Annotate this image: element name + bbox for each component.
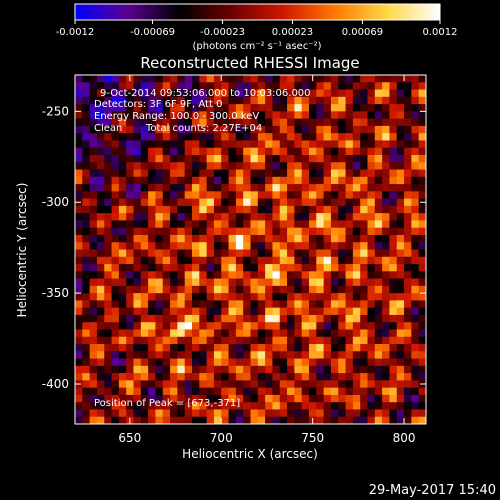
x-tick-label: 750: [301, 431, 324, 445]
y-axis-label: Heliocentric Y (arcsec): [15, 183, 29, 318]
colorbar-tick-label: 0.0012: [423, 27, 458, 38]
colorbar-tick-label: 0.00023: [272, 27, 313, 38]
chart-title: Reconstructed RHESSI Image: [140, 54, 359, 72]
y-tick-label: -400: [42, 377, 69, 391]
x-axis-label: Heliocentric X (arcsec): [182, 447, 318, 461]
annotation-total-counts: Total counts: 2.27E+04: [145, 123, 262, 134]
footer-date: 29-May-2017 15:40: [369, 483, 496, 498]
colorbar-tick-label: 0.00069: [342, 27, 383, 38]
y-axis: -400 -350 -300 -250: [42, 104, 426, 391]
x-tick-label: 700: [210, 431, 233, 445]
annotations: 9-Oct-2014 09:53:06.000 to 10:03:06.000 …: [94, 88, 311, 409]
annotation-clean: Clean: [94, 123, 122, 134]
colorbar-tick-label: -0.00023: [200, 27, 245, 38]
colorbar-gradient: [74, 3, 441, 21]
annotation-time-range: 9-Oct-2014 09:53:06.000 to 10:03:06.000: [100, 88, 311, 99]
colorbar: -0.0012 -0.00069 -0.00023 0.00023 0.00069 0.0…: [56, 3, 458, 52]
annotation-detectors: Detectors: 3F 6F 9F, Att 0: [94, 99, 222, 110]
colorbar-tick-label: -0.0012: [56, 27, 95, 38]
x-tick-label: 650: [118, 431, 141, 445]
y-tick-label: -350: [42, 286, 69, 300]
colorbar-tick-label: -0.00069: [130, 27, 175, 38]
colorbar-ticks: -0.0012 -0.00069 -0.00023 0.00023 0.00069 0.0…: [56, 20, 458, 38]
plot-frame: [74, 74, 427, 425]
x-axis: 650 700 750 800: [118, 75, 416, 445]
colorbar-unit-label: (photons cm⁻² s⁻¹ asec⁻²): [192, 41, 321, 52]
y-tick-label: -300: [42, 195, 69, 209]
annotation-peak: Position of Peak = [673,-371]: [94, 398, 240, 409]
annotation-energy-range: Energy Range: 100.0 - 300.0 keV: [94, 111, 259, 122]
y-tick-label: -250: [42, 104, 69, 118]
heatmap-image: [75, 75, 426, 424]
x-tick-label: 800: [393, 431, 416, 445]
